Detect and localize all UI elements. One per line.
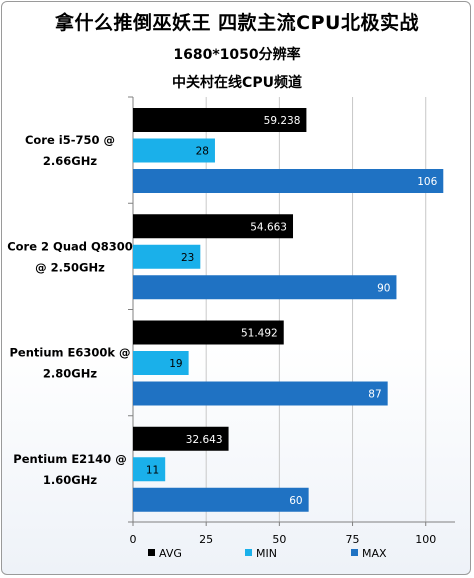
chart-subtitle: 1680*1050分辨率 [173,47,301,63]
bar-max [133,487,309,512]
category-label: 2.66GHz [43,154,97,168]
category-label: 1.60GHz [43,473,97,487]
chart-title: 拿什么推倒巫妖王 四款主流CPU北极实战 [55,12,419,34]
legend-label-min: MIN [256,547,277,560]
category-label: @ 2.50GHz [35,260,105,274]
data-label: 90 [377,282,390,294]
data-label: 59.238 [264,115,301,127]
data-label: 11 [146,464,159,476]
legend-swatch-avg [148,549,155,556]
legend-swatch-max [351,549,358,556]
bar-max [133,275,397,300]
data-label: 54.663 [250,221,287,233]
bar-avg [133,320,284,345]
category-label: Pentium E2140 @ [13,452,126,466]
x-tick-label: 25 [199,533,213,546]
bar-max [133,169,444,193]
legend-label-max: MAX [362,547,387,560]
bar-min [133,138,215,163]
bar-min [133,351,189,375]
data-label: 106 [417,176,437,188]
data-label: 19 [169,358,182,370]
category-label: 2.80GHz [43,367,97,381]
category-label: Pentium E6300k @ [9,346,130,360]
bar-avg [133,214,294,239]
chart-source: 中关村在线CPU频道 [172,75,302,91]
data-label: 32.643 [186,434,223,446]
category-label: Core i5-750 @ [25,133,115,147]
data-label: 60 [289,495,302,507]
bar-min [133,457,166,482]
legend-label-avg: AVG [159,547,182,560]
data-label: 28 [196,146,209,158]
x-tick-label: 0 [130,533,137,546]
x-tick-label: 75 [346,533,360,546]
x-tick-label: 100 [415,533,436,546]
data-label: 51.492 [241,328,278,340]
bar-avg [133,108,307,132]
legend-swatch-min [245,549,252,556]
data-label: 87 [368,389,381,401]
x-tick-label: 50 [272,533,286,546]
category-label: Core 2 Quad Q8300 [7,239,133,253]
bar-max [133,381,388,406]
bar-min [133,244,201,269]
bar-avg [133,426,229,451]
data-label: 23 [181,252,194,264]
